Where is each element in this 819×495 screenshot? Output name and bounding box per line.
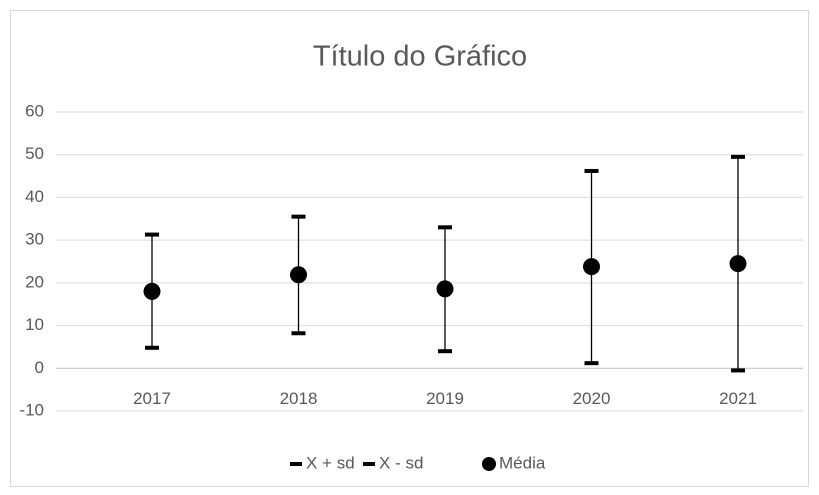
y-tick-label: 10 [25,315,44,334]
data-point [290,266,307,284]
x-tick-label: 2021 [719,389,757,408]
data-point [731,154,745,159]
data-point [291,331,306,336]
x-tick-label: 2019 [426,389,464,408]
data-point [438,225,452,230]
y-tick-label: -10 [19,400,44,419]
data-point [731,368,745,373]
data-point [583,258,600,276]
y-tick-label: 30 [25,230,44,249]
data-point [145,232,159,237]
y-tick-label: 20 [25,272,44,291]
y-tick-label: 0 [35,358,44,377]
data-point [436,280,454,298]
chart-border [10,10,809,487]
y-tick-label: 60 [25,101,44,120]
x-tick-label: 2018 [280,389,318,408]
x-tick-label: 2017 [133,389,171,408]
y-tick-label: 40 [25,187,44,206]
y-tick-label: 50 [25,144,44,163]
legend-marker [363,462,375,466]
legend-marker [290,462,302,466]
data-point [729,255,747,273]
data-point [145,345,159,350]
legend-label: X + sd [306,453,355,472]
data-point [584,168,599,173]
data-point [438,349,452,354]
chart-title: Título do Gráfico [313,41,527,73]
data-point [291,214,306,219]
data-point [584,361,599,366]
legend-marker [482,457,496,471]
x-tick-label: 2020 [573,389,611,408]
legend-label: X - sd [379,453,423,472]
legend-label: Média [499,453,546,472]
data-point [143,282,161,300]
